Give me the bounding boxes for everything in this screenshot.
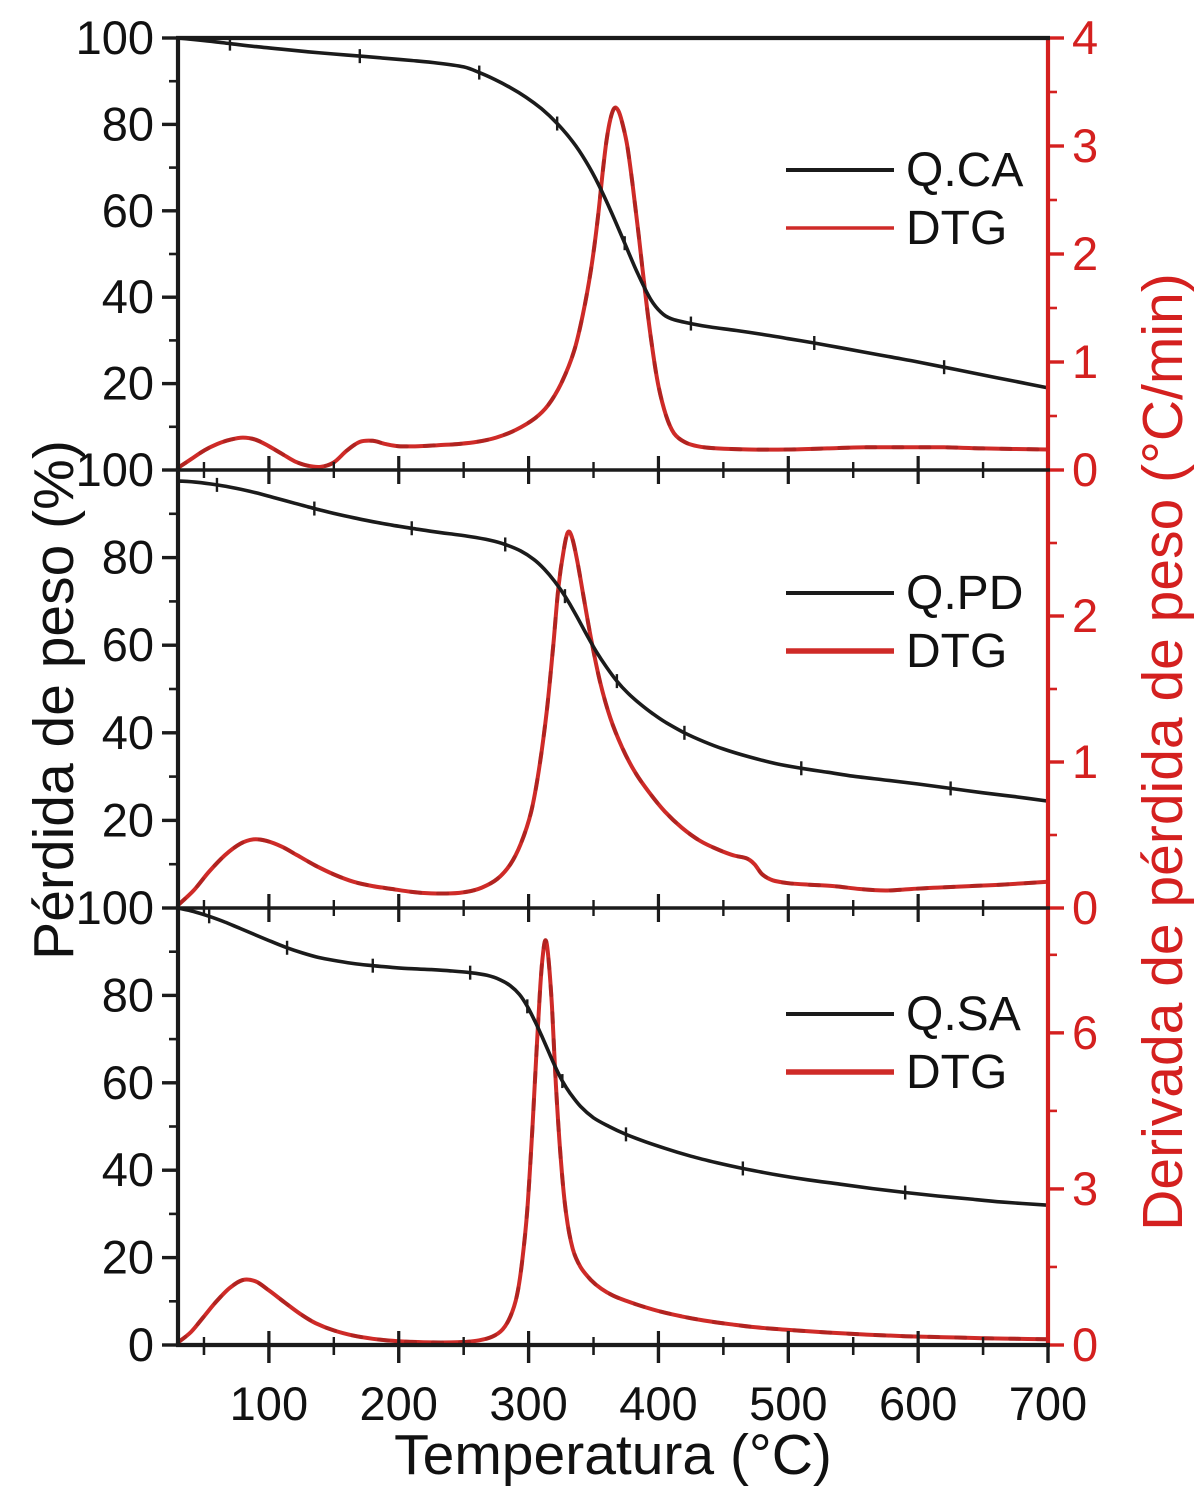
panel-qca-dtg-curve [176,105,1050,470]
y-right-tick-label: 2 [1072,589,1098,642]
y-left-tick-label: 0 [128,1318,154,1371]
panel-qsa-dtg-curve-overlay [176,938,1050,1345]
y-right-tick-label: 3 [1072,119,1098,172]
y-right-tick-label: 2 [1072,227,1098,280]
y-right-tick-label: 1 [1072,335,1098,388]
panel-qpd-dtg-curve [176,529,1050,908]
y-left-axis-title: Pérdida de peso (%) [22,440,86,960]
y-right-tick-label: 6 [1072,1006,1098,1059]
panel-qpd-legend-tg-label: Q.PD [906,567,1023,620]
y-right-tick-label: 4 [1072,11,1098,64]
y-left-tick-label: 80 [102,97,154,150]
y-left-tick-label: 60 [102,184,154,237]
x-axis-tick-label: 600 [879,1377,957,1430]
y-left-tick-label: 20 [102,1231,154,1284]
y-right-tick-label: 0 [1072,443,1098,496]
x-axis-tick-label: 700 [1009,1377,1087,1430]
y-left-tick-label: 100 [76,11,154,64]
y-left-tick-label: 20 [102,357,154,410]
panel-qsa-legend-tg-label: Q.SA [906,988,1021,1041]
panel-qca-legend-dtg-label: DTG [906,202,1007,255]
panel-qsa-dtg-curve [176,938,1050,1345]
panel-qsa-tg-curve [176,906,1050,1207]
panel-qca-legend-tg-label: Q.CA [906,144,1023,197]
panel-qsa-legend-dtg-label: DTG [906,1046,1007,1099]
panel-qpd-dtg-curve-overlay [176,529,1050,908]
y-right-tick-label: 1 [1072,735,1098,788]
y-right-tick-label: 0 [1072,1318,1098,1371]
y-right-tick-label: 0 [1072,881,1098,934]
y-right-axis-title: Derivada de pérdida de peso (°C/min) [1131,273,1195,1231]
y-left-tick-label: 20 [102,793,154,846]
x-axis-tick-label: 300 [489,1377,567,1430]
y-left-tick-label: 40 [102,706,154,759]
y-left-tick-label: 80 [102,968,154,1021]
x-axis-tick-label: 200 [360,1377,438,1430]
x-axis-title: Temperatura (°C) [394,1423,832,1487]
panel-qca-tg-curve [176,36,1050,390]
y-left-tick-label: 80 [102,531,154,584]
y-left-tick-label: 60 [102,618,154,671]
y-left-tick-label: 60 [102,1056,154,1109]
y-left-tick-label: 40 [102,270,154,323]
y-left-tick-label: 100 [76,443,154,496]
panel-qpd-legend-dtg-label: DTG [906,625,1007,678]
panel-qca-dtg-curve-overlay [176,105,1050,470]
x-axis-tick-label: 100 [230,1377,308,1430]
x-axis-tick-label: 500 [749,1377,827,1430]
y-left-tick-label: 100 [76,881,154,934]
panel-qpd-tg-curve [176,479,1050,803]
y-right-tick-label: 3 [1072,1162,1098,1215]
y-left-tick-label: 40 [102,1143,154,1196]
x-axis-tick-label: 400 [619,1377,697,1430]
